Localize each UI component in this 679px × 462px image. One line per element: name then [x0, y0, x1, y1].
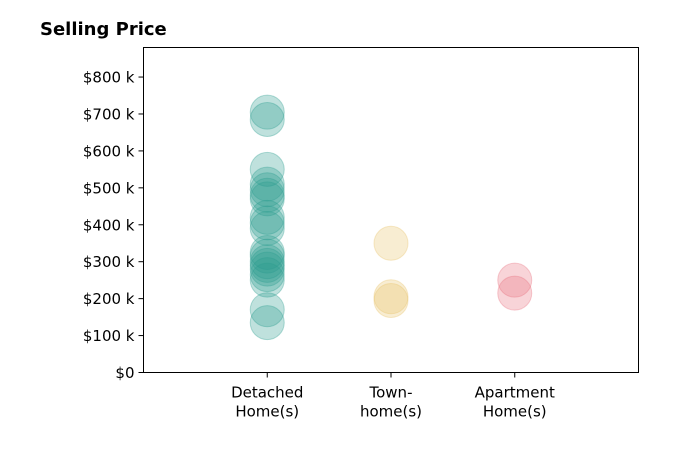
data-point — [249, 244, 285, 280]
chart-title: Selling Price — [40, 19, 167, 40]
data-point — [249, 177, 285, 213]
data-point — [249, 94, 285, 130]
data-point — [249, 181, 285, 217]
y-tick-label: $600 k — [83, 142, 135, 160]
data-point — [249, 151, 285, 187]
data-point — [497, 275, 533, 311]
y-tick-label: $700 k — [83, 105, 135, 123]
y-tick-label: $800 k — [83, 69, 135, 87]
data-point — [249, 210, 285, 246]
data-point — [249, 102, 285, 138]
x-tick-label: Detached — [231, 384, 303, 402]
data-point — [249, 251, 285, 287]
data-point — [249, 234, 285, 270]
x-tick-label: Home(s) — [235, 403, 299, 421]
data-point — [249, 238, 285, 274]
data-point — [249, 262, 285, 298]
data-point — [249, 166, 285, 202]
y-tick-label: $300 k — [83, 253, 135, 271]
data-point — [249, 205, 285, 241]
plot-frame — [143, 47, 639, 373]
data-point — [373, 225, 409, 261]
y-tick-label: $0 — [115, 364, 134, 382]
data-point — [249, 199, 285, 235]
data-point — [497, 262, 533, 298]
data-point — [373, 282, 409, 318]
y-tick-label: $500 k — [83, 179, 135, 197]
x-tick-label: Town- — [369, 384, 413, 402]
data-point — [249, 292, 285, 328]
x-axis: DetachedHome(s)Town-home(s)ApartmentHome… — [231, 372, 555, 421]
y-axis: $0 $100 k $200 k $300 k $400 k $500 k $600 k $7… — [83, 69, 144, 382]
data-point — [249, 257, 285, 293]
y-tick-label: $100 k — [83, 327, 135, 345]
x-tick-label: Home(s) — [483, 403, 547, 421]
x-tick-label: home(s) — [360, 403, 422, 421]
data-point — [373, 279, 409, 315]
x-tick-label: Apartment — [475, 384, 555, 402]
y-tick-label: $400 k — [83, 216, 135, 234]
data-point — [249, 172, 285, 208]
y-tick-label: $200 k — [83, 290, 135, 308]
data-points — [249, 94, 533, 341]
data-point — [249, 247, 285, 283]
data-point — [249, 305, 285, 341]
